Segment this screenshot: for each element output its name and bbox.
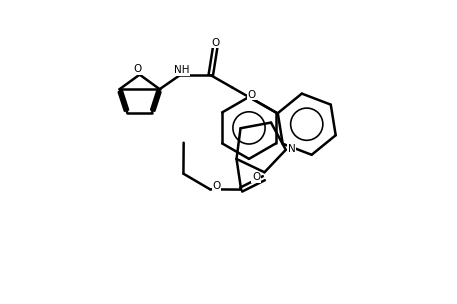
Text: O: O xyxy=(133,64,142,74)
Text: O: O xyxy=(212,181,220,191)
Text: O: O xyxy=(252,172,260,182)
Text: N: N xyxy=(288,144,296,154)
Text: O: O xyxy=(248,90,256,100)
Text: NH: NH xyxy=(174,65,189,75)
Text: O: O xyxy=(211,38,219,48)
